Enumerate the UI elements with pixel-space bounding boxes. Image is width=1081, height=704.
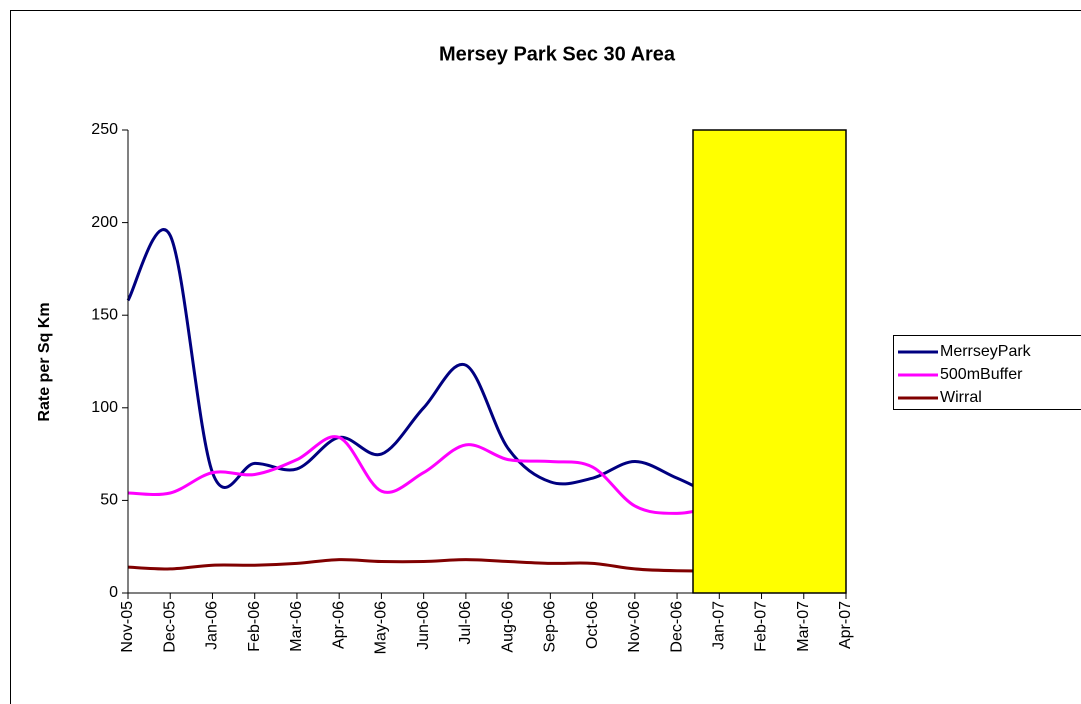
x-tick-label: Dec-05 [161,601,178,653]
x-tick-label: Jan-07 [711,601,728,650]
x-tick-label: May-06 [373,601,390,654]
y-tick-label: 150 [91,306,118,323]
y-tick-label: 250 [91,121,118,138]
y-axis-label: Rate per Sq Km [36,302,53,421]
x-tick-label: Sep-06 [542,601,559,653]
legend-label: Wirral [940,389,982,406]
x-tick-label: Apr-06 [330,601,347,649]
y-tick-label: 0 [109,584,118,601]
x-tick-label: Feb-06 [246,601,263,652]
x-tick-label: Apr-07 [837,601,854,649]
x-tick-label: Nov-05 [119,601,136,653]
highlight-box [692,129,847,594]
x-tick-label: Mar-07 [795,601,812,652]
x-tick-label: Jul-06 [457,601,474,645]
y-tick-label: 50 [100,492,118,509]
x-tick-label: Oct-06 [584,601,601,649]
chart-title: Mersey Park Sec 30 Area [439,43,676,65]
x-tick-label: Feb-07 [753,601,770,652]
x-tick-label: Mar-06 [288,601,305,652]
x-tick-label: Nov-06 [626,601,643,653]
x-tick-label: Dec-06 [668,601,685,653]
legend-label: MerrseyPark [940,343,1032,360]
y-tick-label: 200 [91,214,118,231]
axes: 0 50 100 150 200 250 Nov-05 Dec-05 Jan-06 Feb-06 M… [91,121,854,654]
x-tick-label: Jan-06 [204,601,221,650]
x-tick-label: Aug-06 [499,601,516,653]
x-tick-label: Jun-06 [415,601,432,650]
legend-label: 500mBuffer [940,366,1023,383]
y-tick-label: 100 [91,399,118,416]
